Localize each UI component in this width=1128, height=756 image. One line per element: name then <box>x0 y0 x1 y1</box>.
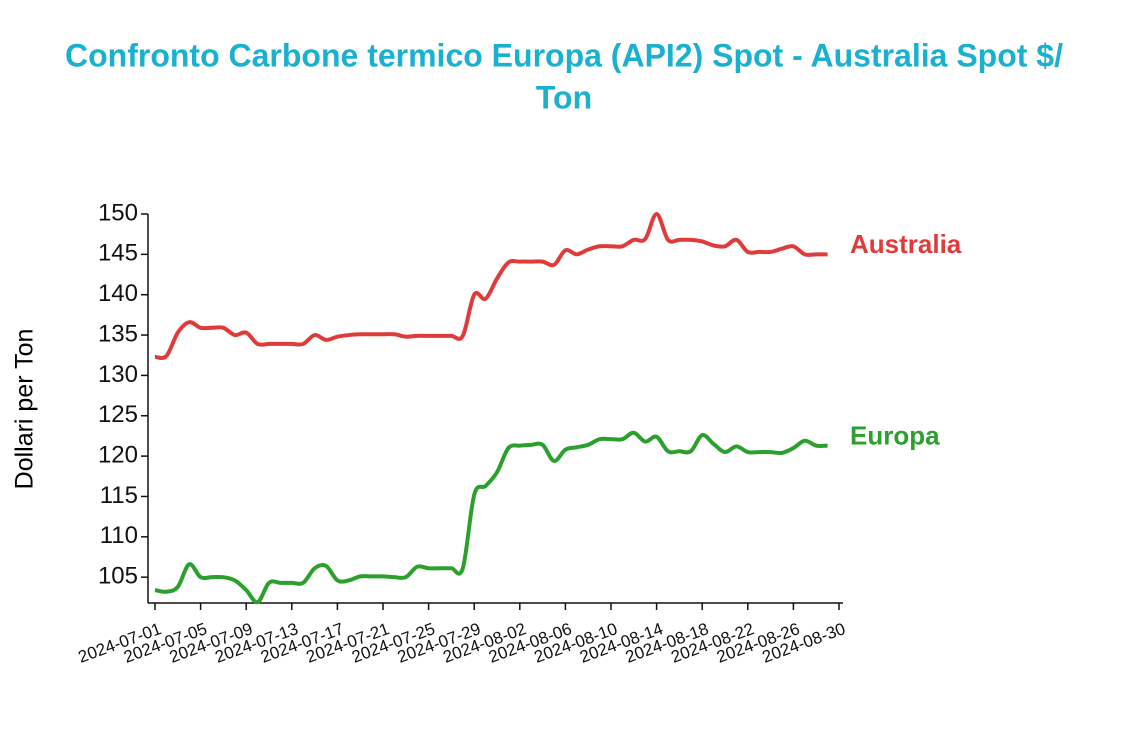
y-tick-label: 105 <box>98 563 138 590</box>
chart-title: Ton <box>536 79 592 115</box>
y-tick-label: 135 <box>98 320 138 347</box>
series-line <box>154 430 828 605</box>
y-axis-label: Dollari per Ton <box>11 329 39 490</box>
y-tick-label: 115 <box>100 482 138 509</box>
y-tick-label: 125 <box>98 401 138 428</box>
y-tick-label: 150 <box>98 199 138 226</box>
series-line <box>154 212 828 361</box>
y-tick-label: 145 <box>98 240 138 267</box>
chart-title: Confronto Carbone termico Europa (API2) … <box>65 37 1063 73</box>
series-label: Australia <box>850 229 962 259</box>
y-tick-label: 120 <box>98 441 138 468</box>
y-tick-label: 130 <box>98 361 138 388</box>
series-label: Europa <box>850 420 940 450</box>
y-tick-label: 110 <box>100 522 138 549</box>
y-tick-label: 140 <box>98 280 138 307</box>
